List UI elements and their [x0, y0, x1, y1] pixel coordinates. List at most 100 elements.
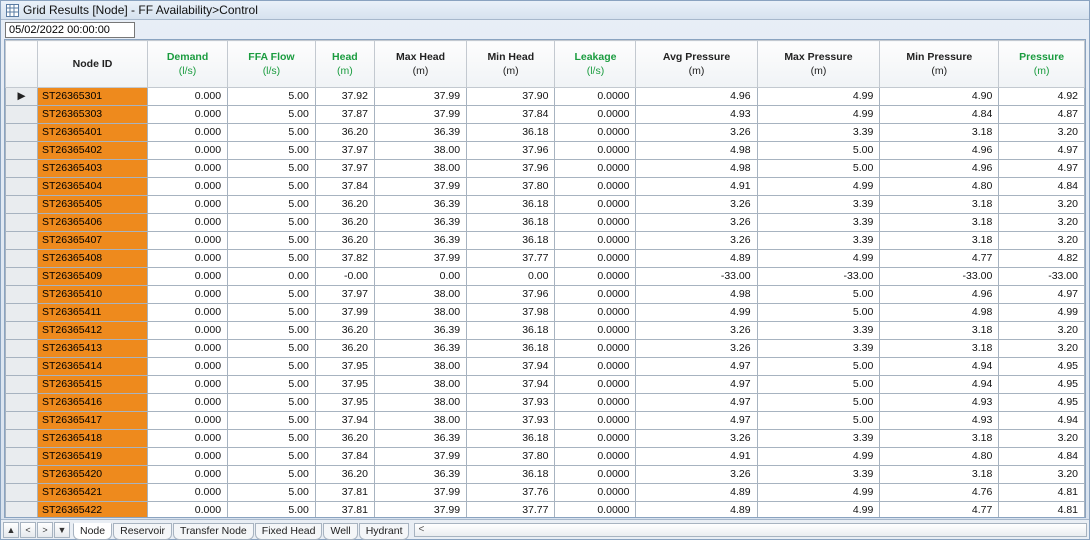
cell-head[interactable]: 36.20 — [315, 196, 374, 214]
cell-maxHead[interactable]: 38.00 — [374, 304, 466, 322]
cell-maxP[interactable]: 3.39 — [757, 340, 880, 358]
cell-minHead[interactable]: 37.96 — [467, 142, 555, 160]
cell-maxHead[interactable]: 37.99 — [374, 178, 466, 196]
cell-maxP[interactable]: 5.00 — [757, 358, 880, 376]
row-selector[interactable] — [6, 106, 38, 124]
cell-pressure[interactable]: 4.84 — [999, 448, 1085, 466]
cell-leakage[interactable]: 0.0000 — [555, 250, 636, 268]
cell-maxHead[interactable]: 36.39 — [374, 466, 466, 484]
cell-maxP[interactable]: 4.99 — [757, 502, 880, 519]
sheet-tab-hydrant[interactable]: Hydrant — [359, 523, 410, 540]
row-selector[interactable] — [6, 430, 38, 448]
cell-maxHead[interactable]: 0.00 — [374, 268, 466, 286]
cell-maxP[interactable]: 5.00 — [757, 394, 880, 412]
cell-avgP[interactable]: 4.98 — [636, 142, 757, 160]
cell-maxHead[interactable]: 36.39 — [374, 214, 466, 232]
cell-ffaFlow[interactable]: 5.00 — [228, 394, 316, 412]
cell-maxP[interactable]: 5.00 — [757, 142, 880, 160]
cell-leakage[interactable]: 0.0000 — [555, 430, 636, 448]
cell-leakage[interactable]: 0.0000 — [555, 106, 636, 124]
cell-maxHead[interactable]: 36.39 — [374, 196, 466, 214]
cell-head[interactable]: 36.20 — [315, 340, 374, 358]
cell-minP[interactable]: 3.18 — [880, 124, 999, 142]
cell-head[interactable]: 36.20 — [315, 322, 374, 340]
cell-avgP[interactable]: 3.26 — [636, 340, 757, 358]
cell-avgP[interactable]: 4.91 — [636, 448, 757, 466]
cell-maxHead[interactable]: 37.99 — [374, 484, 466, 502]
row-selector[interactable] — [6, 142, 38, 160]
cell-minHead[interactable]: 36.18 — [467, 232, 555, 250]
cell-avgP[interactable]: 3.26 — [636, 466, 757, 484]
cell-leakage[interactable]: 0.0000 — [555, 124, 636, 142]
cell-avgP[interactable]: 4.89 — [636, 484, 757, 502]
cell-nodeId[interactable]: ST26365422 — [38, 502, 148, 519]
cell-minP[interactable]: 3.18 — [880, 466, 999, 484]
cell-avgP[interactable]: 3.26 — [636, 430, 757, 448]
cell-pressure[interactable]: 4.87 — [999, 106, 1085, 124]
cell-ffaFlow[interactable]: 5.00 — [228, 340, 316, 358]
row-selector[interactable] — [6, 466, 38, 484]
cell-minP[interactable]: 4.98 — [880, 304, 999, 322]
cell-maxP[interactable]: 4.99 — [757, 88, 880, 106]
col-header-pressure[interactable]: Pressure(m) — [999, 41, 1085, 88]
cell-maxP[interactable]: 5.00 — [757, 286, 880, 304]
cell-head[interactable]: 36.20 — [315, 466, 374, 484]
cell-pressure[interactable]: 4.94 — [999, 412, 1085, 430]
cell-minHead[interactable]: 36.18 — [467, 430, 555, 448]
nav-first-button[interactable]: ▲ — [3, 522, 19, 538]
cell-head[interactable]: 37.87 — [315, 106, 374, 124]
cell-minHead[interactable]: 37.94 — [467, 358, 555, 376]
cell-pressure[interactable]: 3.20 — [999, 466, 1085, 484]
cell-ffaFlow[interactable]: 5.00 — [228, 106, 316, 124]
cell-maxHead[interactable]: 38.00 — [374, 376, 466, 394]
cell-ffaFlow[interactable]: 5.00 — [228, 124, 316, 142]
col-header-nodeId[interactable]: Node ID — [38, 41, 148, 88]
cell-nodeId[interactable]: ST26365410 — [38, 286, 148, 304]
cell-head[interactable]: 37.84 — [315, 178, 374, 196]
row-selector[interactable] — [6, 268, 38, 286]
cell-ffaFlow[interactable]: 5.00 — [228, 484, 316, 502]
cell-minHead[interactable]: 37.98 — [467, 304, 555, 322]
cell-demand[interactable]: 0.000 — [148, 502, 228, 519]
cell-maxP[interactable]: -33.00 — [757, 268, 880, 286]
cell-pressure[interactable]: 4.99 — [999, 304, 1085, 322]
cell-minHead[interactable]: 37.94 — [467, 376, 555, 394]
cell-demand[interactable]: 0.000 — [148, 178, 228, 196]
cell-leakage[interactable]: 0.0000 — [555, 448, 636, 466]
cell-maxHead[interactable]: 36.39 — [374, 232, 466, 250]
cell-avgP[interactable]: 4.89 — [636, 250, 757, 268]
cell-minP[interactable]: 3.18 — [880, 340, 999, 358]
row-selector[interactable] — [6, 214, 38, 232]
cell-ffaFlow[interactable]: 5.00 — [228, 232, 316, 250]
cell-minP[interactable]: 4.80 — [880, 448, 999, 466]
cell-minHead[interactable]: 37.93 — [467, 412, 555, 430]
cell-demand[interactable]: 0.000 — [148, 430, 228, 448]
cell-minP[interactable]: 4.96 — [880, 286, 999, 304]
cell-ffaFlow[interactable]: 5.00 — [228, 502, 316, 519]
cell-pressure[interactable]: 4.82 — [999, 250, 1085, 268]
cell-nodeId[interactable]: ST26365419 — [38, 448, 148, 466]
sheet-tab-reservoir[interactable]: Reservoir — [113, 523, 172, 540]
cell-minHead[interactable]: 36.18 — [467, 340, 555, 358]
cell-head[interactable]: 37.97 — [315, 160, 374, 178]
cell-demand[interactable]: 0.000 — [148, 268, 228, 286]
row-selector[interactable] — [6, 178, 38, 196]
cell-maxHead[interactable]: 37.99 — [374, 88, 466, 106]
cell-minP[interactable]: 4.93 — [880, 412, 999, 430]
cell-head[interactable]: 37.95 — [315, 394, 374, 412]
cell-nodeId[interactable]: ST26365406 — [38, 214, 148, 232]
cell-leakage[interactable]: 0.0000 — [555, 394, 636, 412]
cell-leakage[interactable]: 0.0000 — [555, 484, 636, 502]
cell-ffaFlow[interactable]: 5.00 — [228, 412, 316, 430]
cell-avgP[interactable]: 3.26 — [636, 214, 757, 232]
cell-avgP[interactable]: 4.89 — [636, 502, 757, 519]
cell-nodeId[interactable]: ST26365409 — [38, 268, 148, 286]
cell-avgP[interactable]: 4.91 — [636, 178, 757, 196]
sheet-tab-fixed-head[interactable]: Fixed Head — [255, 523, 323, 540]
cell-avgP[interactable]: 4.93 — [636, 106, 757, 124]
cell-nodeId[interactable]: ST26365413 — [38, 340, 148, 358]
cell-ffaFlow[interactable]: 5.00 — [228, 250, 316, 268]
cell-head[interactable]: 36.20 — [315, 214, 374, 232]
cell-head[interactable]: 37.81 — [315, 484, 374, 502]
row-selector[interactable] — [6, 358, 38, 376]
